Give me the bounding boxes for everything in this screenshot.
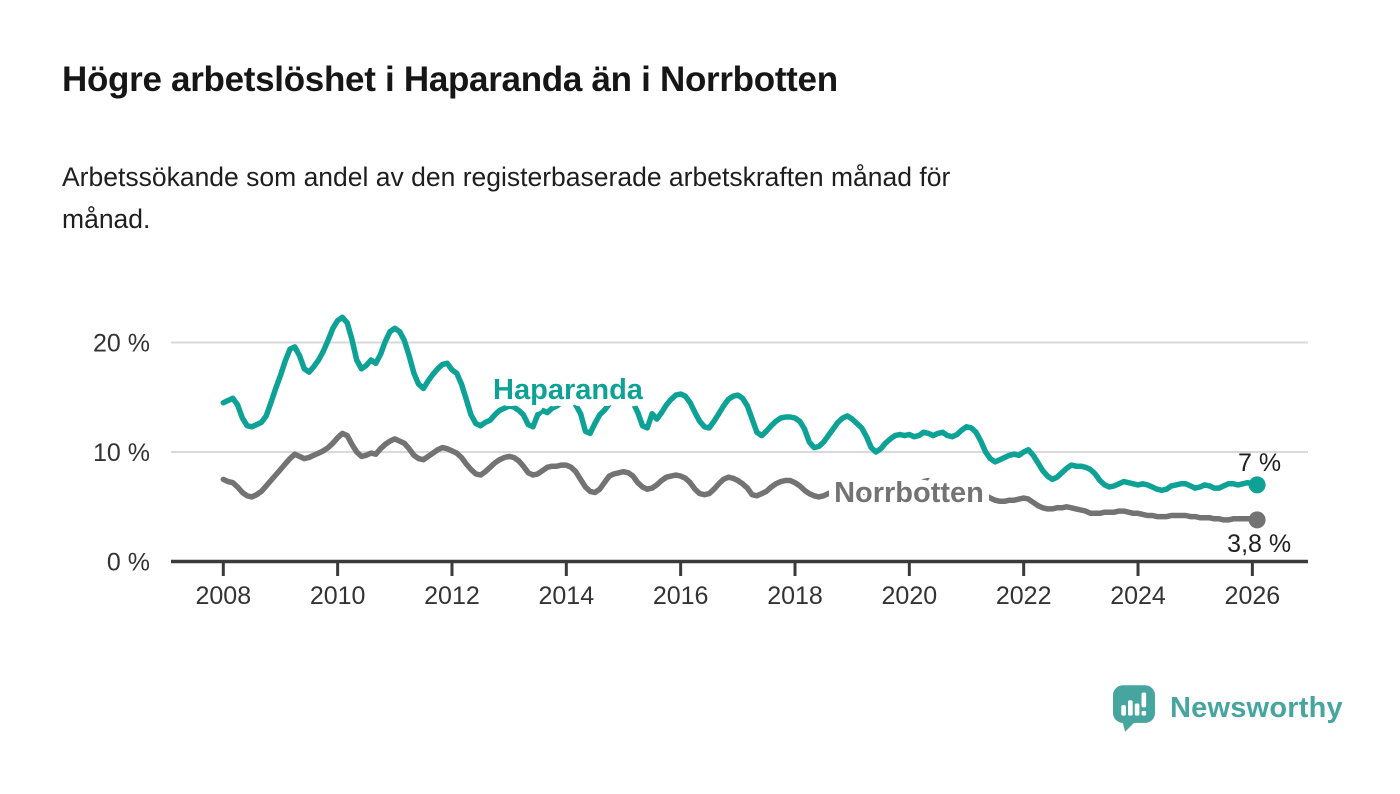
x-axis-label-2024: 2024	[1110, 582, 1166, 610]
x-axis-label-2012: 2012	[424, 582, 480, 610]
end-value-label-norrbotten: 3,8 %	[1227, 530, 1291, 558]
chart-subtitle: Arbetssökande som andel av den registerb…	[62, 156, 1282, 240]
x-axis-label-2016: 2016	[653, 582, 709, 610]
x-axis-label-2026: 2026	[1225, 582, 1281, 610]
x-axis-label-2020: 2020	[882, 582, 938, 610]
y-axis-label-10: 10 %	[93, 439, 150, 467]
series-endpoint-dot-norrbotten	[1248, 511, 1266, 529]
x-axis-label-2022: 2022	[996, 582, 1052, 610]
chart-subtitle-line2: månad.	[62, 204, 151, 234]
x-axis-label-2018: 2018	[767, 582, 823, 610]
page-title: Högre arbetslöshet i Haparanda än i Norr…	[62, 60, 838, 99]
series-label-norrbotten: Norrbotten	[834, 477, 984, 509]
x-axis-label-2008: 2008	[195, 582, 251, 610]
newsworthy-logo-text: Newsworthy	[1170, 691, 1343, 724]
x-axis-label-2014: 2014	[539, 582, 595, 610]
series-line-norrbotten	[220, 430, 1260, 523]
y-axis-label-0: 0 %	[107, 549, 150, 577]
series-line-haparanda	[220, 314, 1260, 494]
newsworthy-logo: Newsworthy	[1113, 682, 1343, 734]
bar-chart-speech-bubble-icon	[1113, 684, 1155, 732]
series-endpoint-dot-haparanda	[1248, 476, 1266, 494]
series-label-haparanda: Haparanda	[493, 374, 644, 406]
chart-subtitle-line1: Arbetssökande som andel av den registerb…	[62, 162, 951, 192]
x-axis-label-2010: 2010	[310, 582, 366, 610]
end-value-label-haparanda: 7 %	[1238, 449, 1281, 477]
y-axis-label-20: 20 %	[93, 330, 150, 358]
